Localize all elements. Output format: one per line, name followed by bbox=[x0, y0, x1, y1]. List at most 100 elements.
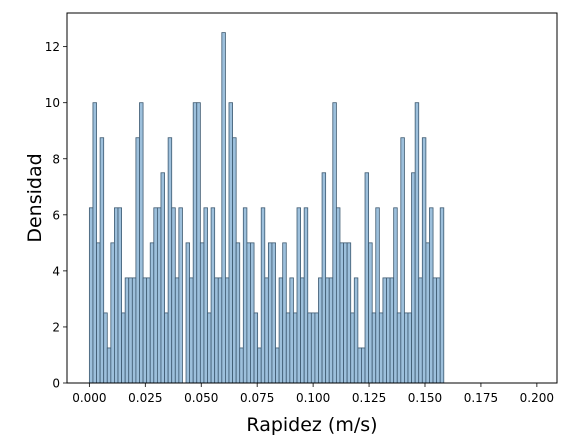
histogram-bar bbox=[131, 277, 137, 384]
histogram-bar bbox=[335, 207, 341, 384]
histogram-bar bbox=[257, 347, 262, 384]
histogram-bar bbox=[289, 277, 294, 384]
histogram-bar bbox=[99, 137, 105, 384]
histogram-bar bbox=[189, 277, 194, 384]
histogram-bar bbox=[321, 172, 327, 384]
y-tick-label: 8 bbox=[52, 152, 60, 166]
histogram-bar bbox=[178, 207, 183, 384]
plot-frame bbox=[66, 12, 558, 384]
histogram-bar bbox=[418, 277, 423, 384]
y-tick-label: 6 bbox=[52, 208, 60, 222]
histogram-bar bbox=[328, 277, 334, 384]
histogram-bar bbox=[404, 312, 409, 384]
histogram-bar bbox=[293, 312, 298, 384]
histogram-bar bbox=[210, 207, 216, 384]
histogram-bar bbox=[106, 347, 112, 384]
y-tick-label: 12 bbox=[45, 40, 60, 54]
histogram-bar bbox=[285, 312, 291, 384]
histogram-bar bbox=[386, 277, 391, 384]
histogram-bar bbox=[171, 207, 176, 384]
histogram-bar bbox=[425, 242, 430, 384]
histogram-bar bbox=[203, 207, 208, 384]
histogram-bar bbox=[271, 242, 276, 384]
x-tick-label: 0.075 bbox=[240, 391, 274, 405]
histogram-bar bbox=[114, 207, 119, 384]
histogram-bar bbox=[164, 312, 169, 384]
histogram-bar bbox=[300, 277, 305, 384]
histogram-bar bbox=[235, 242, 241, 384]
histogram-bar bbox=[217, 277, 223, 384]
histogram-bars bbox=[88, 32, 445, 384]
histogram-bar bbox=[407, 312, 412, 384]
histogram-bar bbox=[239, 347, 244, 384]
histogram-bar bbox=[117, 207, 122, 384]
histogram-bar bbox=[282, 242, 287, 384]
histogram-bar bbox=[88, 207, 94, 384]
histogram-bar bbox=[232, 137, 237, 384]
x-axis-ticks: 0.000 0.025 0.050 0.075 0.100 0.125 0.150 0.175… bbox=[72, 383, 554, 405]
histogram-bar bbox=[221, 32, 226, 384]
histogram-bar bbox=[371, 312, 377, 384]
histogram-bar bbox=[393, 207, 398, 384]
histogram-bar bbox=[378, 312, 384, 384]
histogram-bar bbox=[246, 242, 251, 384]
x-tick-label: 0.125 bbox=[352, 391, 386, 405]
x-tick-label: 0.000 bbox=[72, 391, 106, 405]
histogram-bar bbox=[396, 312, 402, 384]
histogram-bar bbox=[264, 277, 269, 384]
histogram-bar bbox=[364, 172, 370, 384]
histogram-bar bbox=[214, 277, 219, 384]
x-axis-label: Rapidez (m/s) bbox=[246, 414, 377, 436]
x-tick-label: 0.050 bbox=[184, 391, 218, 405]
histogram-bar bbox=[436, 277, 441, 384]
histogram-bar bbox=[368, 242, 373, 384]
y-tick-label: 2 bbox=[52, 320, 60, 334]
histogram-bar bbox=[124, 277, 130, 384]
histogram-bar bbox=[357, 347, 362, 384]
histogram-bar bbox=[192, 102, 198, 384]
x-tick-label: 0.200 bbox=[520, 391, 554, 405]
y-axis-ticks: 0 2 4 6 8 10 12 bbox=[45, 40, 67, 391]
histogram-bar bbox=[296, 207, 301, 384]
histogram-bar bbox=[267, 242, 273, 384]
histogram-bar bbox=[121, 312, 126, 384]
histogram-bar bbox=[242, 207, 248, 384]
histogram-bar bbox=[110, 242, 115, 384]
histogram-bar bbox=[318, 277, 323, 384]
histogram-bar bbox=[325, 277, 330, 384]
histogram-bar bbox=[361, 347, 366, 384]
histogram-bar bbox=[174, 277, 180, 384]
x-tick-label: 0.175 bbox=[464, 391, 498, 405]
histogram-bar bbox=[275, 347, 280, 384]
histogram-bar bbox=[260, 207, 266, 384]
histogram-bar bbox=[146, 277, 151, 384]
histogram-bar bbox=[353, 277, 359, 384]
histogram-bar bbox=[414, 102, 420, 384]
histogram-bar bbox=[400, 137, 405, 384]
histogram-bar bbox=[346, 242, 352, 384]
histogram-bar bbox=[128, 277, 133, 384]
histogram-bar bbox=[92, 102, 97, 384]
histogram-bar bbox=[142, 277, 148, 384]
histogram-bar bbox=[432, 277, 438, 384]
histogram-bar bbox=[411, 172, 416, 384]
histogram-bar bbox=[253, 312, 259, 384]
histogram-bar bbox=[139, 102, 144, 384]
histogram-bar bbox=[382, 277, 387, 384]
x-tick-label: 0.100 bbox=[296, 391, 330, 405]
histogram-bar bbox=[307, 312, 312, 384]
histogram-bar bbox=[303, 207, 309, 384]
x-tick-label: 0.150 bbox=[408, 391, 442, 405]
histogram-bar bbox=[332, 102, 337, 384]
histogram-bar bbox=[339, 242, 344, 384]
histogram-bar bbox=[350, 312, 355, 384]
histogram-bar bbox=[250, 242, 255, 384]
y-tick-label: 4 bbox=[52, 264, 60, 278]
histogram-bar bbox=[228, 102, 233, 384]
y-axis-label: Densidad bbox=[24, 153, 46, 242]
y-tick-label: 10 bbox=[45, 96, 60, 110]
histogram-bar bbox=[278, 277, 284, 384]
histogram-bar bbox=[135, 137, 140, 384]
histogram-bar bbox=[421, 137, 427, 384]
histogram-bar bbox=[314, 312, 319, 384]
